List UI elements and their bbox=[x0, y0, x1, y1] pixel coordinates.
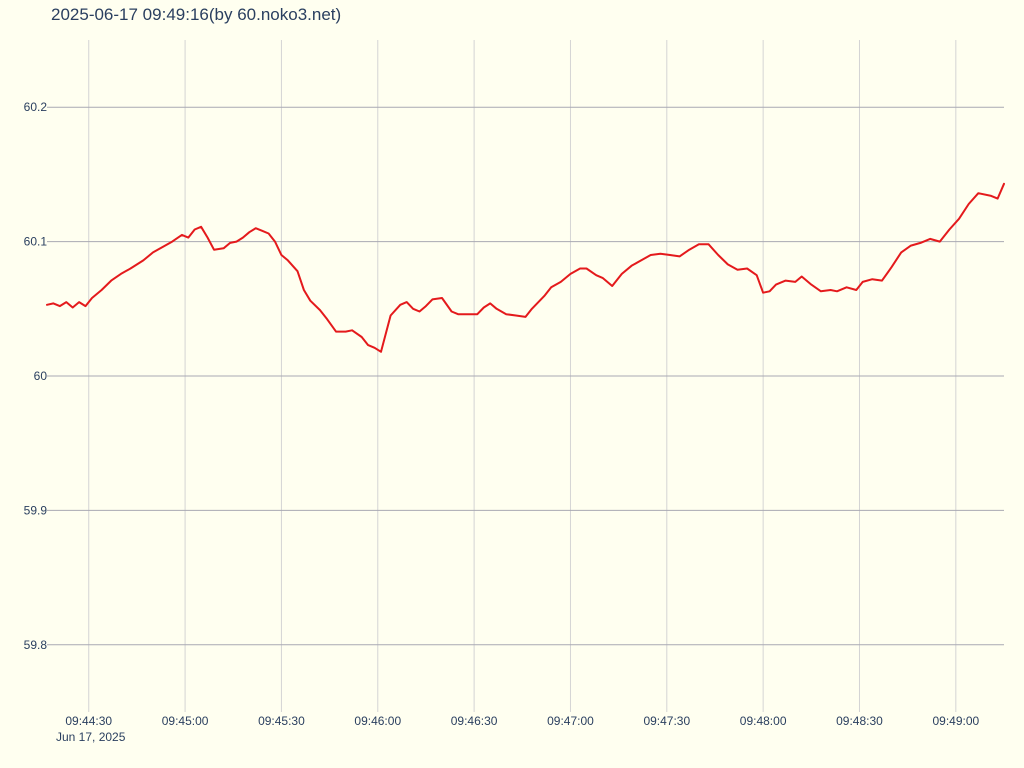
chart-title: 2025-06-17 09:49:16(by 60.noko3.net) bbox=[51, 5, 341, 24]
x-date-label: Jun 17, 2025 bbox=[56, 730, 126, 744]
x-tick-label: 09:45:30 bbox=[258, 714, 305, 728]
x-tick-label: 09:46:30 bbox=[451, 714, 498, 728]
x-tick-label: 09:47:30 bbox=[643, 714, 690, 728]
series-layer bbox=[46, 182, 1005, 353]
y-tick-label: 59.9 bbox=[24, 503, 48, 517]
series-line-0 bbox=[46, 182, 1005, 353]
y-gridlines bbox=[47, 106, 1004, 646]
y-tick-label: 60.1 bbox=[24, 235, 48, 249]
y-tick-label: 60.2 bbox=[24, 100, 48, 114]
x-tick-label: 09:46:00 bbox=[354, 714, 401, 728]
x-tick-label: 09:47:00 bbox=[547, 714, 594, 728]
x-tick-label: 09:48:00 bbox=[740, 714, 787, 728]
y-tick-label: 59.8 bbox=[24, 638, 48, 652]
y-tick-label: 60 bbox=[34, 369, 48, 383]
x-tick-label: 09:44:30 bbox=[65, 714, 112, 728]
x-tick-label: 09:45:00 bbox=[162, 714, 209, 728]
y-tick-labels: 60.2 60.1 60 59.9 59.8 bbox=[24, 100, 48, 652]
x-tick-label: 09:49:00 bbox=[932, 714, 979, 728]
x-tick-label: 09:48:30 bbox=[836, 714, 883, 728]
x-tick-labels: 09:44:30 09:45:00 09:45:30 09:46:00 09:46:30… bbox=[65, 714, 979, 728]
